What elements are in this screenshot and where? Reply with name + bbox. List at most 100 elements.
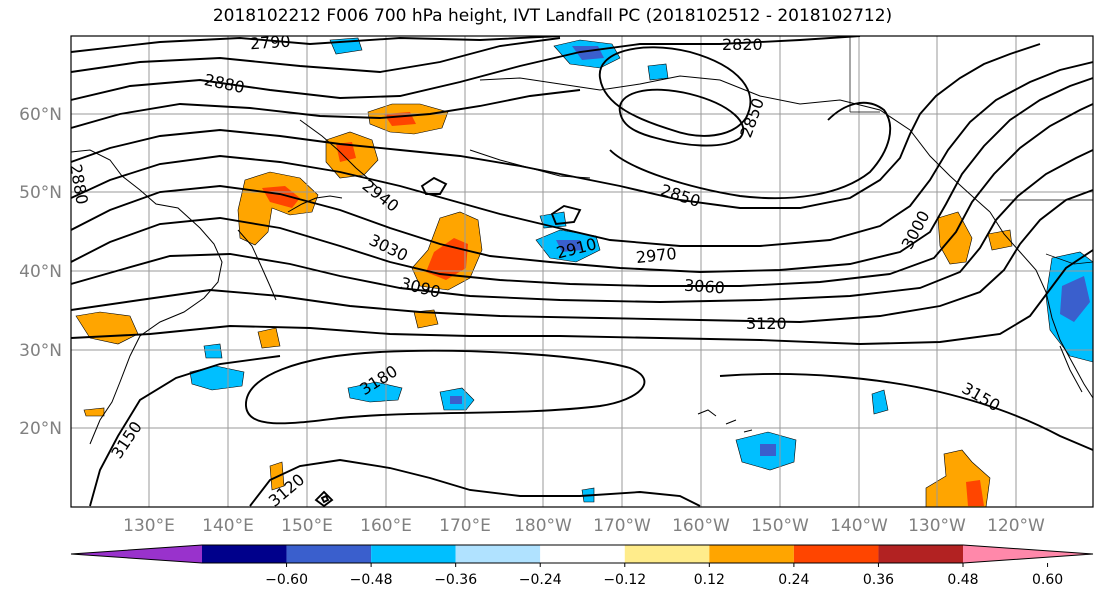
coastlines: [71, 75, 1093, 445]
ivt-positive-region: [257, 327, 281, 349]
lon-label: 140°W: [830, 516, 888, 536]
lon-label: 160°E: [360, 516, 412, 536]
coast-aleutians: [469, 149, 591, 179]
contour-line: [71, 43, 1041, 209]
colorbar-swatch: [455, 545, 541, 563]
lon-label: 120°W: [987, 516, 1045, 536]
contour-label: 2820: [722, 35, 763, 54]
coast-alaska: [479, 75, 991, 213]
ivt-negative-core: [1060, 276, 1090, 322]
contour-line: [71, 189, 1093, 323]
contour-line: [245, 349, 646, 425]
map-title: 2018102212 F006 700 hPa height, IVT Land…: [212, 6, 893, 26]
ivt-negative-region: [189, 365, 245, 391]
latitude-labels: 60°N 50°N 40°N 30°N 20°N: [19, 105, 62, 439]
colorbar-tick-label: 0.12: [694, 572, 725, 588]
contour-line: [618, 88, 745, 147]
coast-north-america: [989, 211, 1093, 399]
colorbar-tick-label: 0.36: [863, 572, 894, 588]
ivt-positive-region: [237, 171, 319, 246]
height-contours: [71, 36, 1093, 507]
ivt-negative-core: [556, 240, 582, 252]
contour-line: [249, 459, 701, 507]
coast-japan: [237, 229, 277, 301]
ivt-positive-core: [966, 480, 984, 506]
colorbar-swatch: [202, 545, 287, 563]
contour-label: 3120: [746, 314, 787, 333]
lat-label: 40°N: [19, 262, 62, 282]
colorbar-swatch: [793, 545, 879, 563]
lon-label: 160°W: [672, 516, 730, 536]
colorbar-tick-label: −0.36: [434, 572, 477, 588]
contour-line: [71, 36, 561, 53]
graticule: [71, 36, 1093, 507]
colorbar-swatch: [540, 545, 625, 563]
lon-label: 170°E: [439, 516, 491, 536]
lon-label: 180°W: [514, 516, 572, 536]
contour-line: [71, 77, 1093, 273]
ivt-negative-core: [760, 444, 776, 456]
contour-line: [550, 204, 582, 226]
ivt-negative-region: [871, 389, 889, 415]
contour-label: 2880: [66, 163, 92, 206]
lon-label: 140°E: [202, 516, 254, 536]
contour-line: [314, 490, 334, 507]
colorbar-swatch: [371, 545, 456, 563]
longitude-labels: 130°E 140°E 150°E 160°E 170°E 180°W 170°…: [123, 516, 1045, 536]
contour-label: 3030: [366, 230, 411, 265]
lon-label: 130°W: [908, 516, 966, 536]
contour-line: [71, 61, 1093, 247]
map-frame: [70, 35, 1094, 508]
contour-label: 2850: [658, 180, 703, 211]
colorbar-tick-label: 0.24: [778, 572, 809, 588]
colorbar-swatch: [286, 545, 372, 563]
lon-label: 150°E: [281, 516, 333, 536]
ivt-negative-core: [450, 396, 462, 404]
lat-label: 60°N: [19, 105, 62, 125]
coast-asia: [71, 149, 223, 445]
coast-baja: [1059, 345, 1083, 393]
colorbar: −0.60 −0.48 −0.36 −0.24 −0.12 0.12 0.24 0.36 0.4…: [70, 544, 1094, 588]
contour-line: [71, 149, 1093, 303]
ivt-positive-region: [937, 211, 973, 265]
colorbar-tick-label: −0.12: [603, 572, 646, 588]
colorbar-tick-label: −0.24: [519, 572, 562, 588]
colorbar-tick-label: −0.48: [350, 572, 393, 588]
colorbar-swatch: [709, 545, 794, 563]
ivt-shading: [75, 37, 1093, 507]
contour-line: [420, 176, 448, 195]
colorbar-swatch: [624, 545, 710, 563]
contour-label: 3000: [898, 207, 934, 252]
contour-label: 2880: [203, 70, 247, 97]
lat-label: 30°N: [19, 341, 62, 361]
contour-line: [71, 36, 861, 101]
colorbar-tick-label: −0.60: [265, 572, 308, 588]
coast-hawaii: [697, 409, 753, 433]
lat-label: 20°N: [19, 419, 62, 439]
ivt-positive-region: [413, 309, 439, 329]
ivt-negative-region: [647, 63, 669, 81]
contour-line: [71, 103, 1093, 287]
lat-label: 50°N: [19, 183, 62, 203]
ivt-positive-region: [83, 407, 105, 417]
contour-line: [71, 89, 892, 200]
contour-line: [71, 37, 561, 73]
colorbar-extend-low: [71, 545, 202, 563]
ivt-positive-core: [336, 142, 356, 162]
contour-line: [89, 355, 1093, 507]
coast-kuril: [287, 195, 343, 213]
contour-label: 3060: [683, 276, 725, 298]
ivt-positive-region: [987, 229, 1013, 251]
lon-label: 130°E: [123, 516, 175, 536]
contour-line: [599, 46, 752, 137]
contour-label: 2790: [249, 32, 291, 54]
lon-label: 170°W: [593, 516, 651, 536]
colorbar-swatch: [878, 545, 963, 563]
contour-label: 3150: [959, 378, 1004, 415]
ivt-negative-region: [347, 381, 403, 403]
colorbar-extend-high: [963, 545, 1093, 563]
contour-line: [71, 249, 1093, 345]
ivt-positive-region: [75, 311, 139, 345]
ivt-negative-region: [203, 343, 223, 359]
